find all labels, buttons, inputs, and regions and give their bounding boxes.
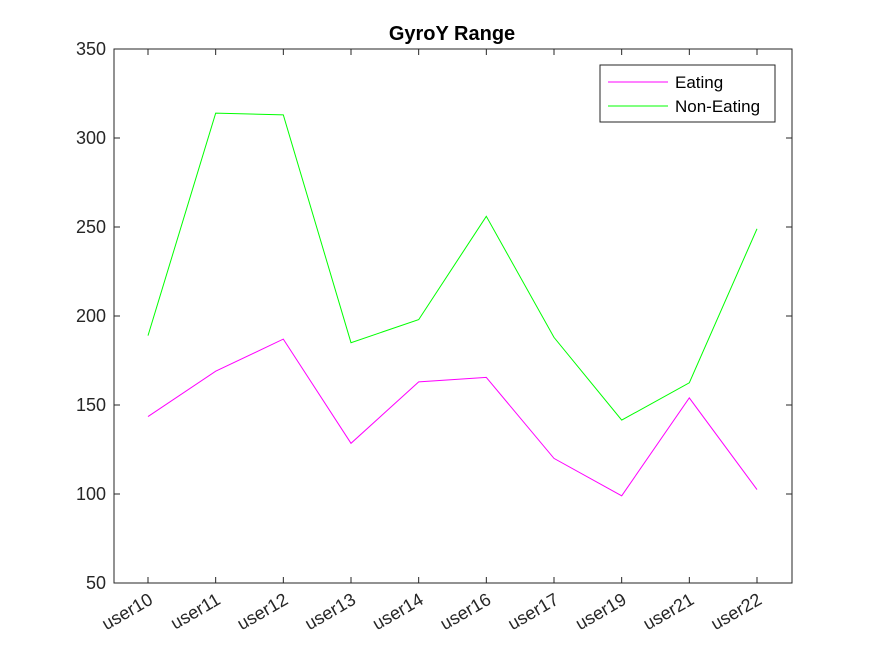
series-line-non-eating <box>147 112 758 421</box>
x-tick-label: user12 <box>234 589 292 634</box>
x-tick-label: user10 <box>98 589 156 634</box>
x-tick-label: user16 <box>437 589 495 634</box>
x-tick-label: user13 <box>301 589 359 634</box>
y-tick-label: 350 <box>76 39 106 59</box>
series-group <box>147 112 758 497</box>
x-tick-label: user19 <box>572 589 630 634</box>
x-tick-label: user22 <box>707 589 765 634</box>
chart-title: GyroY Range <box>389 23 515 45</box>
x-tick-label: user21 <box>640 589 698 634</box>
y-tick-label: 100 <box>76 484 106 504</box>
y-axis: 50 100 150 200 250 300 350 <box>76 39 792 593</box>
y-tick-label: 150 <box>76 395 106 415</box>
y-tick-label: 250 <box>76 217 106 237</box>
x-tick-label: user14 <box>369 589 427 634</box>
x-tick-label: user17 <box>504 589 562 634</box>
y-tick-label: 300 <box>76 128 106 148</box>
legend: Eating Non-Eating <box>599 64 776 123</box>
plot-area <box>113 48 793 584</box>
legend-label: Eating <box>675 73 723 92</box>
y-tick-label: 50 <box>86 573 106 593</box>
legend-label: Non-Eating <box>675 97 760 116</box>
x-tick-label: user11 <box>167 589 224 633</box>
legend-box <box>599 64 776 123</box>
y-tick-label: 200 <box>76 306 106 326</box>
series-line-eating <box>147 338 758 497</box>
